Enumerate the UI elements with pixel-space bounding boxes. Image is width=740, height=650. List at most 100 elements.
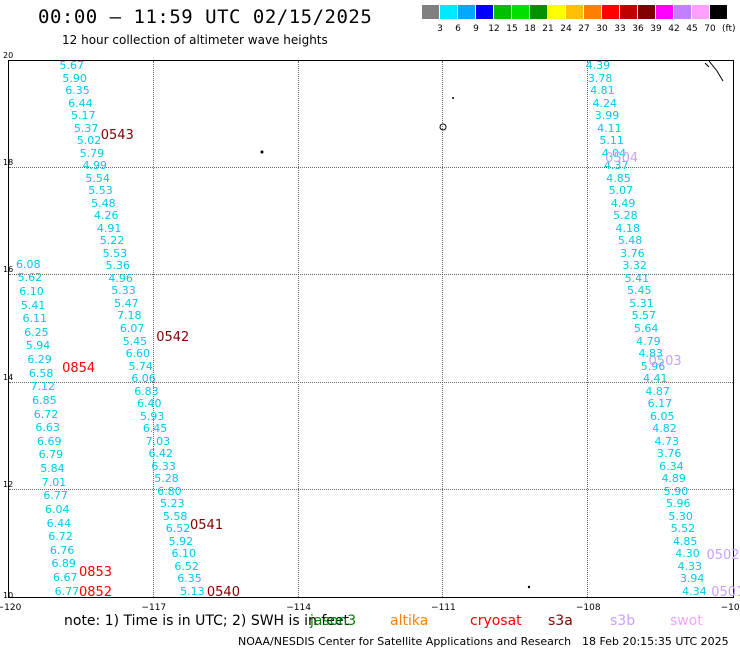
colorbar-swatch	[674, 5, 691, 19]
swh-value: 4.87	[645, 384, 670, 398]
swh-value: 6.45	[142, 422, 168, 436]
colorbar-tick-label: 33	[614, 24, 626, 34]
legend-entry-s3b: s3b	[610, 613, 636, 629]
colorbar-tick-label: 24	[560, 24, 572, 34]
colorbar-tick-label: 9	[473, 24, 479, 34]
swh-value: 5.07	[608, 184, 634, 198]
swh-value: 6.17	[647, 397, 673, 411]
coastline-outline	[260, 61, 724, 589]
colorbar-swatch	[710, 5, 727, 19]
latitude-label: 14	[3, 372, 14, 382]
swh-value: 6.07	[119, 322, 145, 335]
swh-value: 3.76	[656, 447, 682, 461]
swh-value: 7.18	[116, 309, 142, 323]
legend-entry-swot: swot	[670, 613, 703, 629]
swh-value: 7.12	[30, 380, 56, 394]
swh-value: 5.23	[160, 497, 185, 511]
swh-value: 6.58	[28, 366, 54, 380]
latitude-label: 12	[3, 479, 14, 489]
pass-time-label: 0852	[78, 585, 113, 601]
swh-value: 6.72	[33, 407, 59, 421]
longitude-gridline	[587, 61, 589, 597]
swh-value: 6.42	[148, 447, 174, 461]
swh-value: 5.54	[85, 171, 110, 185]
swh-value: 4.37	[603, 159, 629, 173]
colorbar-tick-label: 42	[668, 24, 680, 34]
map-panel	[8, 60, 734, 598]
swh-value: 6.10	[19, 284, 44, 298]
longitude-gridline	[297, 61, 299, 597]
latitude-gridline	[9, 274, 733, 276]
swh-value: 4.83	[638, 347, 663, 360]
swh-value: 6.67	[53, 571, 78, 585]
swh-value: 5.48	[91, 196, 116, 210]
colorbar-swatch	[584, 5, 601, 19]
swh-value: 3.76	[620, 246, 645, 260]
swh-value: 5.31	[629, 296, 654, 310]
pass-time-label: 0854	[62, 360, 96, 376]
swh-value: 4.73	[654, 434, 680, 448]
latitude-label: 20	[3, 51, 14, 60]
pass-time-label: 0504	[605, 151, 639, 167]
colorbar-tick-label: 27	[578, 24, 590, 34]
swh-value: 5.58	[162, 509, 188, 523]
pass-time-label: 0540	[206, 585, 240, 601]
footer-note: note: 1) Time is in UTC; 2) SWH is in fe…	[64, 613, 350, 629]
pass-time-label: 0502	[706, 547, 740, 563]
legend-entry-jason3: jason3	[310, 613, 357, 629]
generated-timestamp: 18 Feb 20:15:35 UTC 2025	[582, 635, 729, 648]
colorbar-swatch	[602, 5, 619, 19]
swh-value: 6.35	[177, 572, 202, 586]
longitude-gridline	[442, 61, 444, 597]
latitude-label: 10	[3, 591, 14, 600]
legend-entry-cryosat: cryosat	[470, 613, 522, 629]
swh-value: 6.08	[16, 257, 41, 271]
swh-value: 6.63	[35, 421, 60, 435]
swh-value: 5.74	[128, 359, 153, 373]
swh-value: 5.13	[180, 584, 205, 598]
colorbar-tick-label: 36	[632, 24, 644, 34]
swh-value: 4.79	[636, 334, 661, 348]
swh-value: 6.76	[49, 543, 75, 557]
swh-value: 5.48	[617, 234, 643, 248]
pass-time-label: 0503	[648, 354, 682, 370]
colorbar-tick-label: 21	[542, 24, 554, 34]
colorbar-tick-label: 39	[650, 24, 662, 34]
swh-value: 5.02	[76, 134, 102, 148]
swh-value: 6.33	[151, 459, 176, 473]
swh-value: 6.10	[171, 547, 197, 561]
colorbar-swatch	[422, 5, 439, 19]
swh-value: 6.34	[659, 459, 684, 473]
island-marker	[527, 585, 531, 589]
swh-value: 6.83	[134, 384, 159, 398]
swh-value: 5.37	[73, 121, 99, 135]
swh-value: 5.30	[668, 509, 693, 523]
swh-value: 6.11	[22, 312, 47, 326]
latitude-label: 16	[3, 265, 14, 275]
colorbar-tick-label: 12	[488, 24, 500, 34]
swh-value: 4.85	[672, 534, 698, 548]
colorbar-tick-label: 30	[596, 24, 608, 34]
swh-value: 3.32	[622, 259, 647, 273]
swh-value: 3.94	[679, 572, 705, 586]
swh-value: 5.79	[79, 146, 105, 160]
colorbar-tick-label: 70	[704, 24, 716, 34]
swh-value: 5.11	[599, 134, 624, 148]
colorbar-swatch	[692, 5, 709, 19]
pass-time-label: 0853	[78, 564, 113, 580]
swh-value: 6.44	[46, 516, 72, 530]
swh-value: 6.72	[48, 530, 73, 544]
latitude-gridline	[9, 167, 733, 169]
swh-value: 5.41	[20, 298, 46, 312]
swh-value: 5.47	[114, 296, 139, 310]
latitude-gridline	[9, 488, 733, 490]
swh-value: 6.77	[43, 489, 68, 503]
swh-value: 5.67	[59, 59, 84, 73]
swh-value: 5.96	[640, 359, 666, 373]
swh-value: 4.91	[96, 221, 122, 235]
colorbar-swatch	[440, 5, 457, 19]
swh-value: 6.29	[27, 353, 52, 367]
swh-value: 6.79	[38, 448, 64, 462]
colorbar-swatch	[512, 5, 529, 19]
colorbar-swatch	[548, 5, 565, 19]
